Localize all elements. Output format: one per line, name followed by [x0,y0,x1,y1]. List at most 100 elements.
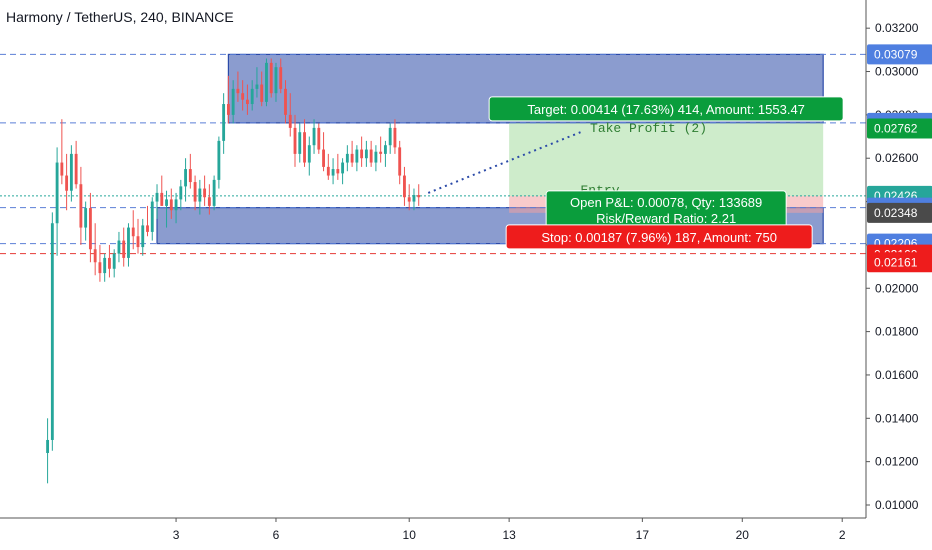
candle-body [293,127,297,154]
candle-body [150,201,154,232]
candle-body [274,67,278,94]
candle-body [322,149,325,167]
price-badge-label: 0.03079 [874,47,918,61]
candle-body [360,149,364,159]
candle-body [317,127,321,150]
candle-body [307,145,311,163]
y-tick-label: 0.01400 [875,411,919,425]
candle-body [146,225,149,232]
x-tick-label: 2 [839,528,846,542]
y-tick-label: 0.03200 [875,21,919,35]
candle-body [79,184,83,228]
candle-body [203,188,207,198]
candle-body [379,151,383,154]
price-badge-label: 0.02762 [874,122,918,136]
candle-body [236,88,240,94]
candle-body [193,182,197,202]
candle-body [226,104,230,115]
take-profit-label: Take Profit (2) [590,121,707,136]
candle-body [103,257,107,274]
candle-body [374,151,378,163]
x-tick-label: 3 [173,528,180,542]
candle-body [336,169,340,174]
pnl-box-text: Risk/Reward Ratio: 2.21 [596,211,736,226]
candle-body [136,236,140,248]
x-tick-label: 17 [636,528,650,542]
candle-body [60,162,64,176]
target-box-text: Target: 0.00414 (17.63%) 414, Amount: 15… [527,102,805,117]
y-tick-label: 0.01000 [875,498,919,512]
candle-body [212,179,216,206]
candle-body [398,147,402,176]
candle-body [160,192,164,206]
stop-box-text: Stop: 0.00187 (7.96%) 187, Amount: 750 [541,230,777,245]
candle-body [279,67,283,89]
candle-body [174,199,178,211]
candle-body [198,188,202,202]
y-tick-label: 0.01800 [875,325,919,339]
candle-body [345,153,349,163]
x-tick-label: 6 [273,528,280,542]
candle-body [231,88,235,115]
profit-area [509,122,824,196]
candle-body [179,186,183,200]
candles [46,58,421,484]
price-badge-label: 0.02161 [874,255,918,269]
candle-body [165,199,168,206]
candle-body [98,262,102,274]
candle-body [303,132,306,163]
position-labels: Take Profit (2)EntryTarget: 0.00414 (17.… [427,96,844,250]
candle-body [250,88,254,105]
candle-body [93,249,97,263]
candle-body [331,169,335,176]
target-box [488,96,844,122]
candle-body [388,127,392,146]
y-tick-label: 0.02000 [875,281,919,295]
candle-body [393,127,397,148]
candle-body [127,227,130,258]
candle-body [188,169,192,183]
candle-body [269,62,273,94]
price-badge-label: 0.02348 [874,206,918,220]
price-badge [867,118,932,139]
candle-body [312,127,316,146]
candle-body [403,175,406,198]
candle-body [241,93,245,100]
candle-body [260,84,264,102]
candle-body [184,169,187,187]
candle-body [412,195,416,202]
candle-body [284,88,287,115]
candle-body [46,439,50,453]
pnl-box-text: Open P&L: 0.00078, Qty: 133689 [570,195,762,210]
candle-body [88,208,92,250]
chart-title: Harmony / TetherUS, 240, BINANCE [6,9,234,25]
candle-body [65,175,69,191]
x-tick-label: 13 [502,528,516,542]
candle-body [246,99,249,105]
candle-body [417,195,421,198]
x-tick-label: 20 [736,528,750,542]
candle-body [207,197,211,206]
candle-body [55,162,59,224]
candle-body [355,149,359,163]
candle-body [407,197,411,202]
candle-body [122,240,126,258]
y-tick-label: 0.01200 [875,455,919,469]
price-badge [867,252,932,273]
candle-body [326,166,330,176]
candle-body [383,145,387,154]
candle-body [84,208,88,228]
candle-body [112,253,116,269]
candle-body [298,132,302,154]
candle-body [369,149,373,163]
candle-body [265,62,268,102]
candle-body [141,225,145,248]
candle-body [222,104,226,141]
candle-body [364,149,368,159]
candle-body [288,114,292,128]
price-badge [867,202,932,223]
price-badges: 0.030790.027630.027620.024260.023720.023… [867,44,932,273]
price-badge [867,44,932,65]
y-tick-label: 0.01600 [875,368,919,382]
